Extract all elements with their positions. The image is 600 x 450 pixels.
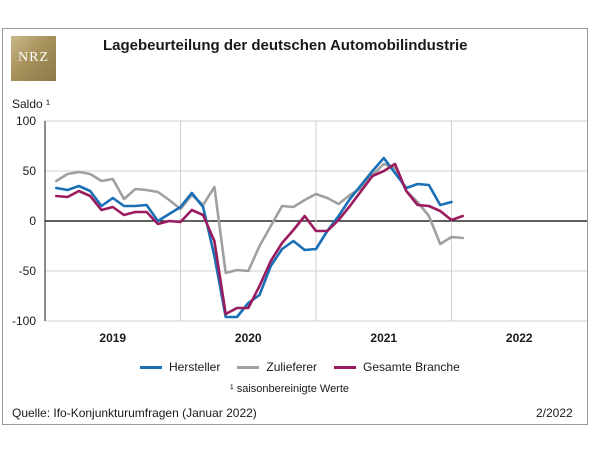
series-line-gesamte-branche xyxy=(54,162,465,316)
y-tick-label-50: 50 xyxy=(23,164,37,178)
y-axis-label: Saldo ¹ xyxy=(12,97,51,111)
y-tick-label--100: -100 xyxy=(12,314,36,328)
legend-item-zulieferer: Zulieferer xyxy=(237,360,317,374)
legend-swatch-gesamte-branche xyxy=(334,365,357,369)
year-label-2020: 2020 xyxy=(235,331,262,345)
y-tick-label-100: 100 xyxy=(16,114,36,128)
y-tick-label--50: -50 xyxy=(19,264,37,278)
chart-title: Lagebeurteilung der deutschen Automobili… xyxy=(103,37,468,54)
legend-swatch-zulieferer xyxy=(237,365,260,369)
legend-item-hersteller: Hersteller xyxy=(140,360,220,374)
series-line-zulieferer xyxy=(54,162,465,275)
legend-label-gesamte-branche: Gesamte Branche xyxy=(363,360,460,374)
y-tick-label-0: 0 xyxy=(29,214,36,228)
brand-logo: NRZ xyxy=(11,36,56,81)
source-note: Quelle: Ifo-Konjunkturumfragen (Januar 2… xyxy=(12,406,257,420)
legend-label-hersteller: Hersteller xyxy=(169,360,221,374)
year-label-2019: 2019 xyxy=(99,331,126,345)
year-label-2021: 2021 xyxy=(370,331,397,345)
legend-label-zulieferer: Zulieferer xyxy=(266,360,318,374)
legend-swatch-hersteller xyxy=(140,365,162,369)
legend: Hersteller Zulieferer Gesamte Branche xyxy=(140,360,477,374)
year-label-2022: 2022 xyxy=(506,331,533,345)
legend-item-gesamte-branche: Gesamte Branche xyxy=(334,360,460,374)
publication-date: 2/2022 xyxy=(536,406,573,420)
footnote: ¹ saisonbereinigte Werte xyxy=(230,383,350,395)
